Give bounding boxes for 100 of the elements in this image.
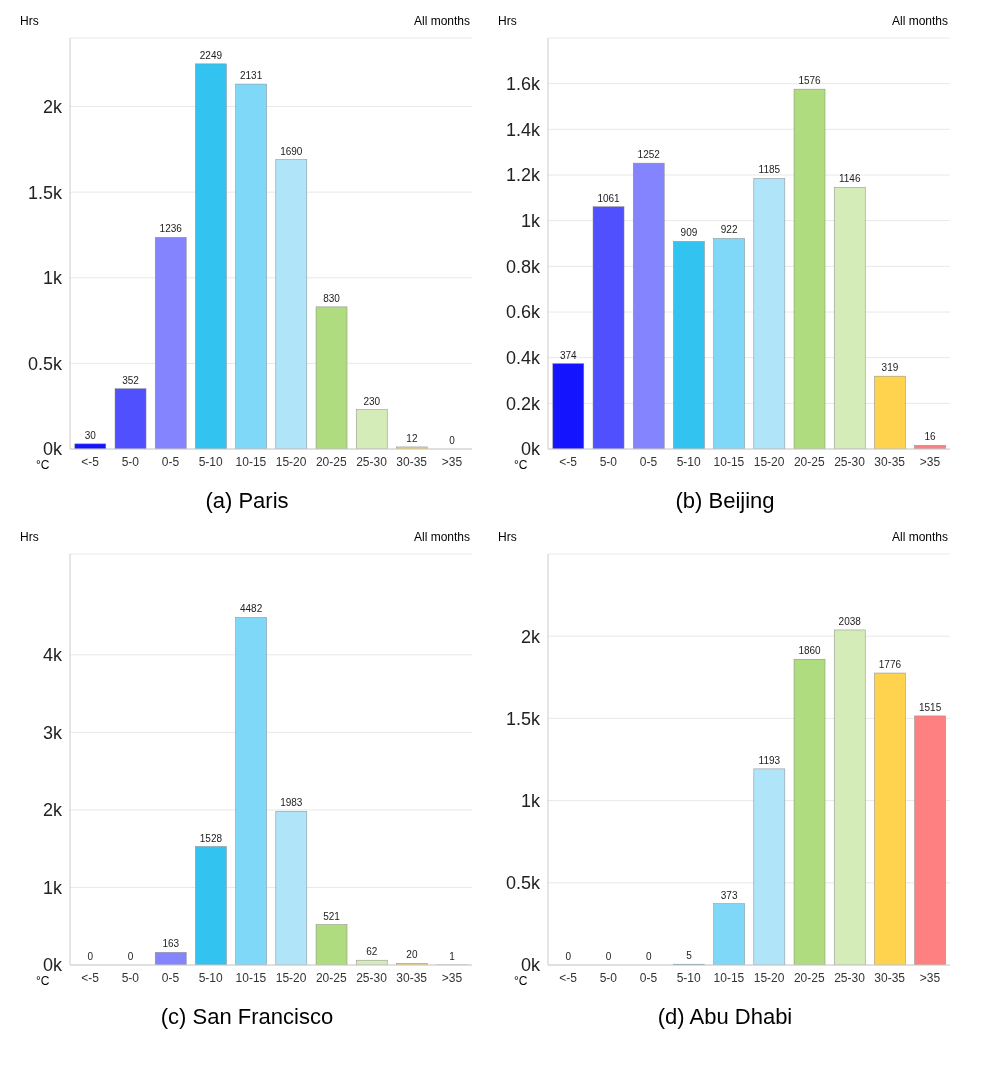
x-tick-label: 30-35 — [396, 454, 428, 469]
x-tick-label: 20-25 — [793, 454, 825, 469]
data-label: 2131 — [240, 70, 263, 82]
data-label: 1185 — [758, 164, 781, 176]
x-axis-title: °C — [36, 974, 50, 988]
data-label: 62 — [366, 946, 378, 958]
data-label: 352 — [122, 374, 140, 386]
data-label: 20 — [406, 949, 418, 961]
data-label: 374 — [559, 349, 578, 361]
x-tick-label: >35 — [441, 970, 463, 985]
x-tick-label: 5-0 — [121, 454, 140, 469]
x-tick-label: 10-15 — [235, 454, 267, 469]
x-tick-label: >35 — [919, 454, 941, 469]
y-tick-label: 1.5k — [505, 708, 541, 729]
x-tick-label: 30-35 — [874, 970, 906, 985]
y-tick-label: 0.6k — [505, 302, 541, 323]
text: All months — [413, 14, 470, 28]
y-tick-label: 0k — [42, 439, 63, 460]
data-label: 12 — [406, 432, 418, 444]
y-tick-label: 2k — [42, 800, 63, 821]
x-tick-label: 0-5 — [639, 970, 658, 985]
y-tick-label: 3k — [42, 722, 63, 743]
data-label: 319 — [881, 362, 899, 374]
x-tick-label: 30-35 — [396, 970, 428, 985]
text: All months — [891, 14, 948, 28]
data-label: 373 — [720, 889, 738, 901]
y-tick-label: 0.4k — [505, 348, 541, 369]
data-label: 0 — [449, 435, 456, 446]
x-tick-label: 15-20 — [753, 970, 785, 985]
data-label: 521 — [323, 910, 341, 922]
x-tick-label: 0-5 — [639, 454, 658, 469]
data-label: 1528 — [199, 832, 223, 844]
x-tick-label: <-5 — [559, 970, 578, 985]
x-tick-label: 20-25 — [793, 970, 825, 985]
x-tick-label: 5-0 — [121, 970, 140, 985]
data-label: 0 — [605, 951, 612, 962]
y-tick-label: 1.6k — [505, 74, 541, 95]
x-tick-label: 25-30 — [834, 454, 866, 469]
x-tick-label: >35 — [441, 454, 463, 469]
text: All months — [413, 530, 470, 544]
y-tick-label: 4k — [42, 645, 63, 666]
data-label: 1776 — [878, 659, 902, 671]
y-tick-label: 1k — [42, 877, 63, 898]
data-label: 2038 — [838, 615, 862, 627]
x-tick-label: 25-30 — [356, 454, 388, 469]
x-axis-title: °C — [514, 974, 528, 988]
data-label: 0 — [645, 951, 652, 962]
x-tick-label: 5-0 — [599, 970, 618, 985]
data-label: 0 — [87, 951, 94, 962]
data-label: 1146 — [838, 173, 861, 185]
x-tick-label: 15-20 — [753, 454, 785, 469]
data-label: 1236 — [159, 223, 183, 235]
x-tick-label: 30-35 — [874, 454, 906, 469]
data-label: 163 — [162, 938, 180, 950]
x-tick-label: 5-0 — [599, 454, 618, 469]
y-tick-label: 1.4k — [505, 119, 541, 140]
x-axis-title: °C — [514, 458, 528, 472]
data-label: 1061 — [597, 192, 621, 204]
y-tick-label: 1k — [520, 790, 541, 811]
x-tick-label: 20-25 — [315, 454, 347, 469]
x-tick-label: 5-10 — [676, 454, 702, 469]
y-tick-label: 2k — [42, 96, 63, 117]
x-tick-label: 5-10 — [198, 970, 224, 985]
x-tick-label: 15-20 — [275, 454, 307, 469]
y-axis-title: Hrs — [20, 14, 39, 28]
data-label: 830 — [323, 292, 341, 304]
y-tick-label: 0.2k — [505, 393, 541, 414]
x-tick-label: 10-15 — [235, 970, 267, 985]
text: (c) San Francisco — [159, 1004, 335, 1030]
x-tick-label: <-5 — [81, 970, 100, 985]
data-label: 0 — [127, 951, 134, 962]
y-tick-label: 1.2k — [505, 165, 541, 186]
y-tick-label: 1k — [520, 211, 541, 232]
text: (d) Abu Dhabi — [656, 1004, 794, 1030]
data-label: 5 — [686, 950, 693, 962]
y-tick-label: 0.5k — [505, 873, 541, 894]
y-tick-label: 1k — [42, 268, 63, 289]
x-tick-label: 5-10 — [198, 454, 224, 469]
data-label: 1252 — [637, 149, 661, 161]
data-label: 1515 — [919, 701, 942, 713]
x-tick-label: 5-10 — [676, 970, 702, 985]
data-label: 0 — [565, 951, 572, 962]
text: (b) Beijing — [674, 488, 776, 514]
y-axis-title: Hrs — [20, 530, 39, 544]
data-label: 4482 — [240, 603, 263, 615]
x-tick-label: 0-5 — [161, 970, 180, 985]
y-tick-label: 0k — [520, 955, 541, 976]
y-tick-label: 0.8k — [505, 256, 541, 277]
y-axis-title: Hrs — [498, 530, 517, 544]
data-label: 1 — [449, 950, 456, 962]
data-label: 1860 — [798, 645, 822, 657]
data-label: 909 — [680, 227, 698, 239]
x-tick-label: 15-20 — [275, 970, 307, 985]
x-tick-label: 20-25 — [315, 970, 347, 985]
y-tick-label: 2k — [520, 626, 541, 647]
data-label: 1193 — [758, 754, 781, 766]
data-label: 230 — [363, 395, 381, 407]
data-label: 1690 — [280, 145, 303, 157]
y-tick-label: 0.5k — [27, 353, 63, 374]
text: (a) Paris — [204, 488, 290, 514]
